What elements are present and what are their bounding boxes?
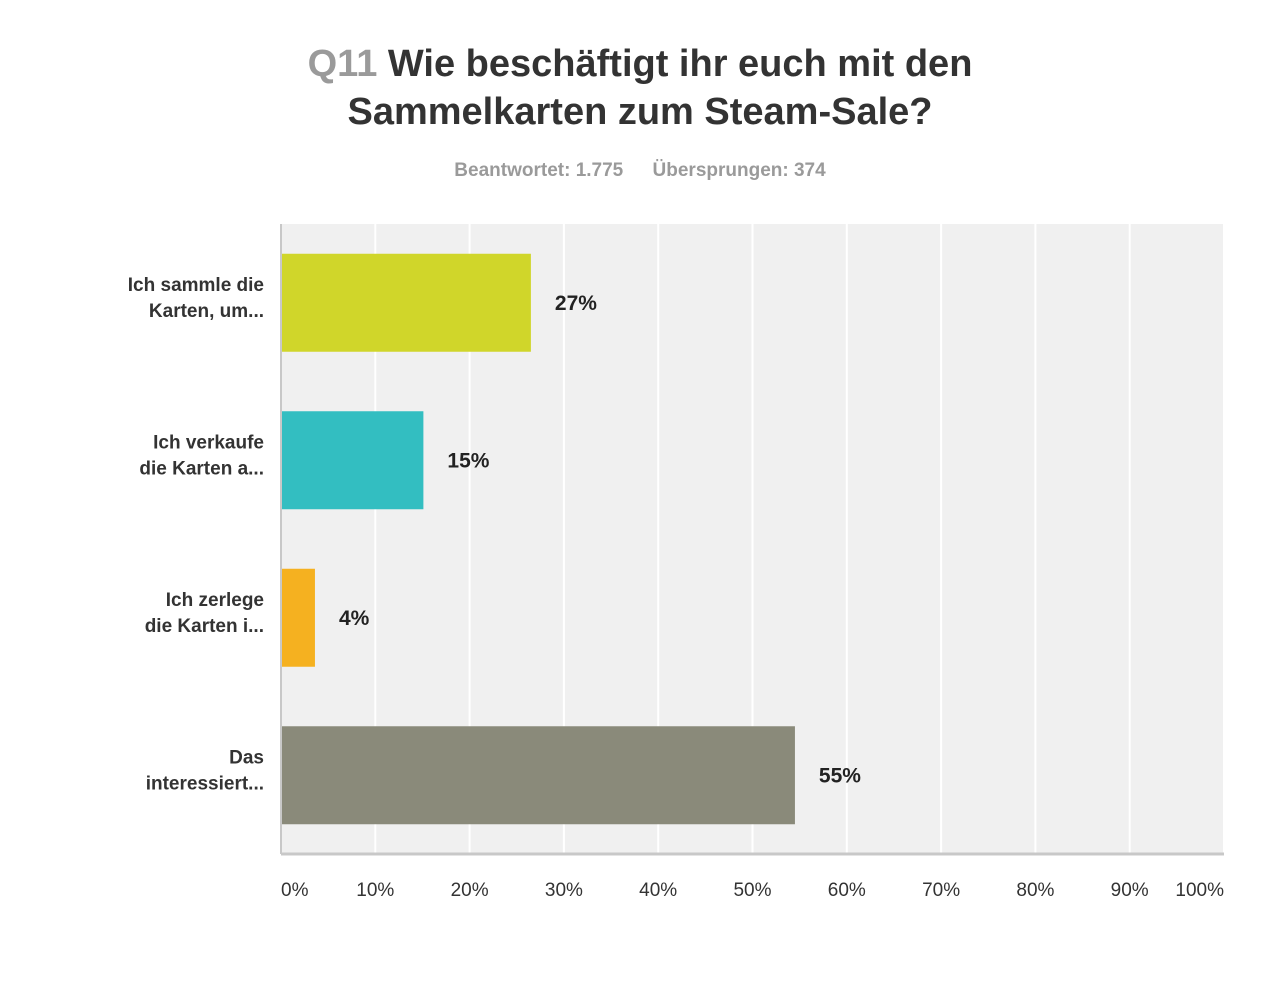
tick-label: 20% [451,880,489,901]
bar [281,568,315,667]
chart-title: Q11 Wie beschäftigt ihr euch mit den Sam… [0,40,1280,136]
category-label: Ich verkaufe [153,432,264,453]
skipped-count: Übersprungen: 374 [652,160,826,181]
tick-label: 90% [1111,880,1149,901]
value-label: 55% [819,764,861,787]
bar [281,411,424,510]
response-stats: Beantwortet: 1.775 Übersprungen: 374 [0,160,1280,182]
value-label: 27% [555,292,597,315]
category-label: Karten, um... [149,301,264,322]
tick-label: 40% [639,880,677,901]
tick-label: 10% [356,880,394,901]
title-line-1: Wie beschäftigt ihr euch mit den [387,43,973,85]
question-number: Q11 [307,43,378,85]
category-label: die Karten i... [145,616,264,637]
tick-label: 30% [545,880,583,901]
value-label: 15% [447,449,489,472]
bar [281,726,795,825]
bar [281,253,531,352]
category-label: Ich sammle die [128,275,264,296]
category-label: Ich zerlege [166,590,264,611]
tick-label: 80% [1016,880,1054,901]
title-line-2: Sammelkarten zum Steam-Sale? [347,91,933,133]
tick-label: 70% [922,880,960,901]
category-label: interessiert... [146,773,264,794]
category-label: Das [229,747,264,768]
category-label: die Karten a... [139,458,264,479]
tick-label: 50% [733,880,771,901]
value-label: 4% [339,607,370,630]
tick-label: 60% [828,880,866,901]
answered-count: Beantwortet: 1.775 [454,160,624,181]
tick-label: 100% [1175,880,1224,901]
tick-label: 0% [281,880,309,901]
